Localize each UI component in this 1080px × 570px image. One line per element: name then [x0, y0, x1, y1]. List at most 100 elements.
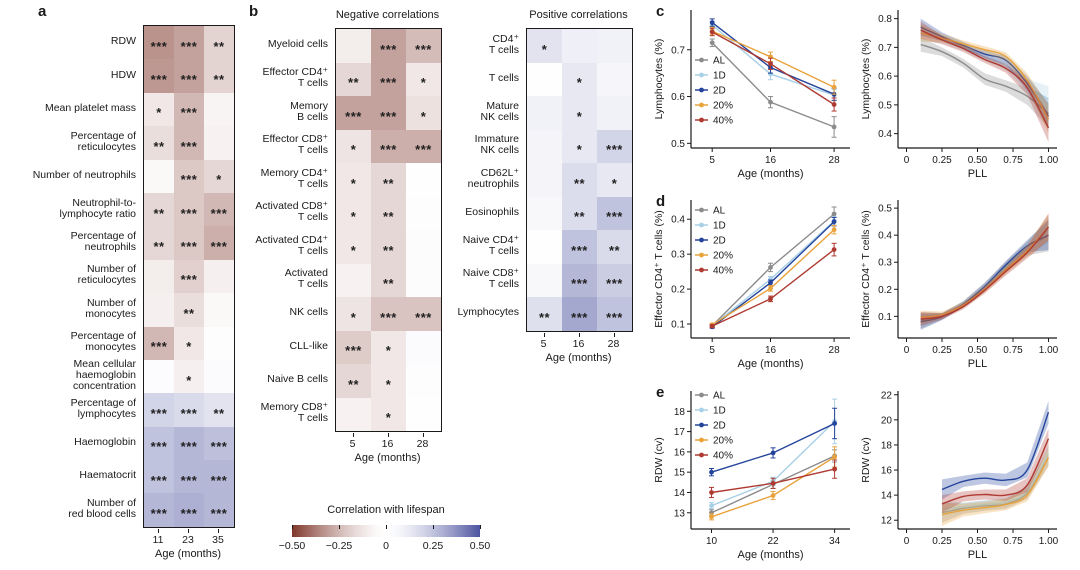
heatmap-cell: ***	[174, 192, 204, 227]
heatmap-row-label: Memory CD4⁺ T cells	[260, 166, 328, 190]
series-2D	[709, 407, 838, 477]
heatmap-cell: **	[336, 364, 371, 398]
data-point	[709, 503, 714, 509]
heatmap-cell: ***	[174, 59, 204, 93]
heatmap-row-label: Activated CD8⁺ T cells	[255, 200, 328, 224]
x-tick-label: 1.00	[1039, 345, 1059, 356]
trend-line	[941, 457, 1050, 514]
confidence-band	[920, 213, 1049, 325]
y-tick-label: 0.7	[878, 43, 892, 54]
x-tick-label: 11	[152, 534, 164, 546]
data-point	[831, 124, 837, 130]
heatmap-cell: *	[336, 163, 371, 197]
data-point	[831, 247, 837, 253]
colorbar-tick	[480, 525, 481, 529]
y-tick-label: 14	[881, 491, 893, 502]
chart-lymphocytes-vs-age: 0.5 0.6 0.7 5 16 28 Age (months) Lymphocytes (%…	[653, 10, 850, 180]
x-tick-label: 0.75	[1003, 536, 1023, 547]
data-point	[831, 84, 837, 90]
heatmap-cell: ***	[562, 297, 597, 331]
heatmap-cell	[527, 163, 562, 197]
heatmap-cell: ***	[336, 330, 371, 364]
heatmap-cell: **	[204, 26, 234, 60]
heatmap-cell: ***	[144, 26, 174, 60]
x-tick	[422, 433, 424, 437]
y-tick-label: 0.5	[671, 139, 685, 150]
heatmap-cell: **	[174, 293, 204, 327]
y-tick-label: 16	[881, 466, 893, 477]
heatmap-cell: ***	[597, 297, 632, 331]
heatmap-cell: ***	[406, 29, 441, 63]
x-tick-label: 28	[416, 438, 429, 450]
heatmap-row-label: Percentage of monocytes	[70, 330, 136, 354]
legend: AL 1D 2D 20% 40%	[695, 206, 733, 277]
colorbar-tick	[433, 525, 434, 529]
heatmap-cell	[204, 326, 234, 360]
heatmap-cell: *	[174, 326, 204, 360]
heatmap-cell: *	[527, 29, 562, 63]
y-tick-label: 0.1	[671, 320, 685, 331]
x-axis-label: Age (months)	[737, 168, 803, 180]
heatmap-row-label: Memory B cells	[290, 99, 328, 123]
trend-line	[920, 29, 1050, 129]
heatmap-cell	[406, 330, 441, 364]
heatmap-cell: ***	[406, 297, 441, 331]
y-axis-label: RDW (cv)	[653, 437, 665, 483]
x-tick	[352, 433, 354, 437]
heatmap-row-label: CD4⁺ T cells	[488, 32, 519, 56]
x-tick-label: 0	[904, 155, 910, 166]
heatmap-row-labels: RDW HDW Mean platelet mass Percentage of re…	[3, 25, 143, 526]
heatmap-cell: **	[597, 230, 632, 264]
series-40%	[920, 213, 1050, 326]
heatmap-row-label: Mature NK cells	[480, 99, 519, 123]
series-AL	[941, 448, 1050, 523]
heatmap-cell	[144, 259, 174, 294]
data-point	[832, 421, 838, 426]
heatmap-cell: *	[406, 62, 441, 96]
y-tick-label: 0.3	[878, 258, 892, 269]
y-tick-label: 17	[674, 427, 686, 438]
heatmap-cell	[597, 96, 632, 130]
heatmap-row-label: Activated T cells	[284, 267, 328, 291]
y-tick-label: 15	[674, 468, 686, 479]
x-tick-label: 28	[829, 345, 841, 356]
x-tick-label: 16	[381, 438, 394, 450]
heatmap-cell: *	[336, 297, 371, 331]
x-tick-label: 0	[904, 536, 910, 547]
heatmap-cell: ***	[174, 92, 204, 127]
heatmap-cell: ***	[174, 493, 204, 527]
x-tick	[218, 529, 219, 533]
heatmap-title: Negative correlations	[335, 9, 440, 21]
legend-label: 1D	[713, 71, 726, 82]
heatmap-cell: ***	[174, 259, 204, 294]
legend-label: 1D	[713, 221, 726, 232]
confidence-band	[920, 213, 1049, 326]
x-tick-label: 34	[829, 536, 841, 547]
x-tick-label: 35	[212, 534, 224, 546]
heatmap-cell: **	[144, 126, 174, 160]
legend-label: 2D	[713, 86, 726, 97]
confidence-band	[920, 24, 1049, 113]
heatmap-row-label: Activated CD4⁺ T cells	[255, 233, 328, 257]
heatmap-cell: **	[371, 263, 406, 297]
x-tick-label: 0.75	[1003, 345, 1023, 356]
y-tick-label: 0.4	[878, 129, 892, 140]
axes: 0.4 0.5 0.6 0.7 0.8 0 0.25 0.50 0.75 1.00 PLL Lymph…	[860, 10, 1059, 180]
data-point	[770, 480, 776, 486]
heatmap-cell	[336, 263, 371, 297]
colorbar-tick-label: 0.25	[422, 540, 444, 552]
heatmap-cell	[336, 397, 371, 431]
trend-line	[920, 26, 1050, 117]
heatmap-cell: ***	[371, 129, 406, 163]
x-axis-label: PLL	[968, 168, 988, 180]
heatmap-row-label: Naive CD4⁺ T cells	[462, 233, 519, 257]
heatmap-row-label: Number of neutrophils	[32, 168, 136, 181]
heatmap-row-label: CD62L⁺ neutrophils	[467, 166, 519, 190]
colorbar-tick-label: 0.50	[469, 540, 491, 552]
x-tick-label: 16	[572, 337, 585, 350]
heatmap-row-label: Neutrophil-to- lymphocyte ratio	[59, 196, 136, 220]
heatmap-cell: ***	[174, 393, 204, 427]
y-tick-label: 0.1	[878, 312, 892, 323]
series-1D	[920, 216, 1049, 326]
series-40%	[709, 27, 837, 112]
